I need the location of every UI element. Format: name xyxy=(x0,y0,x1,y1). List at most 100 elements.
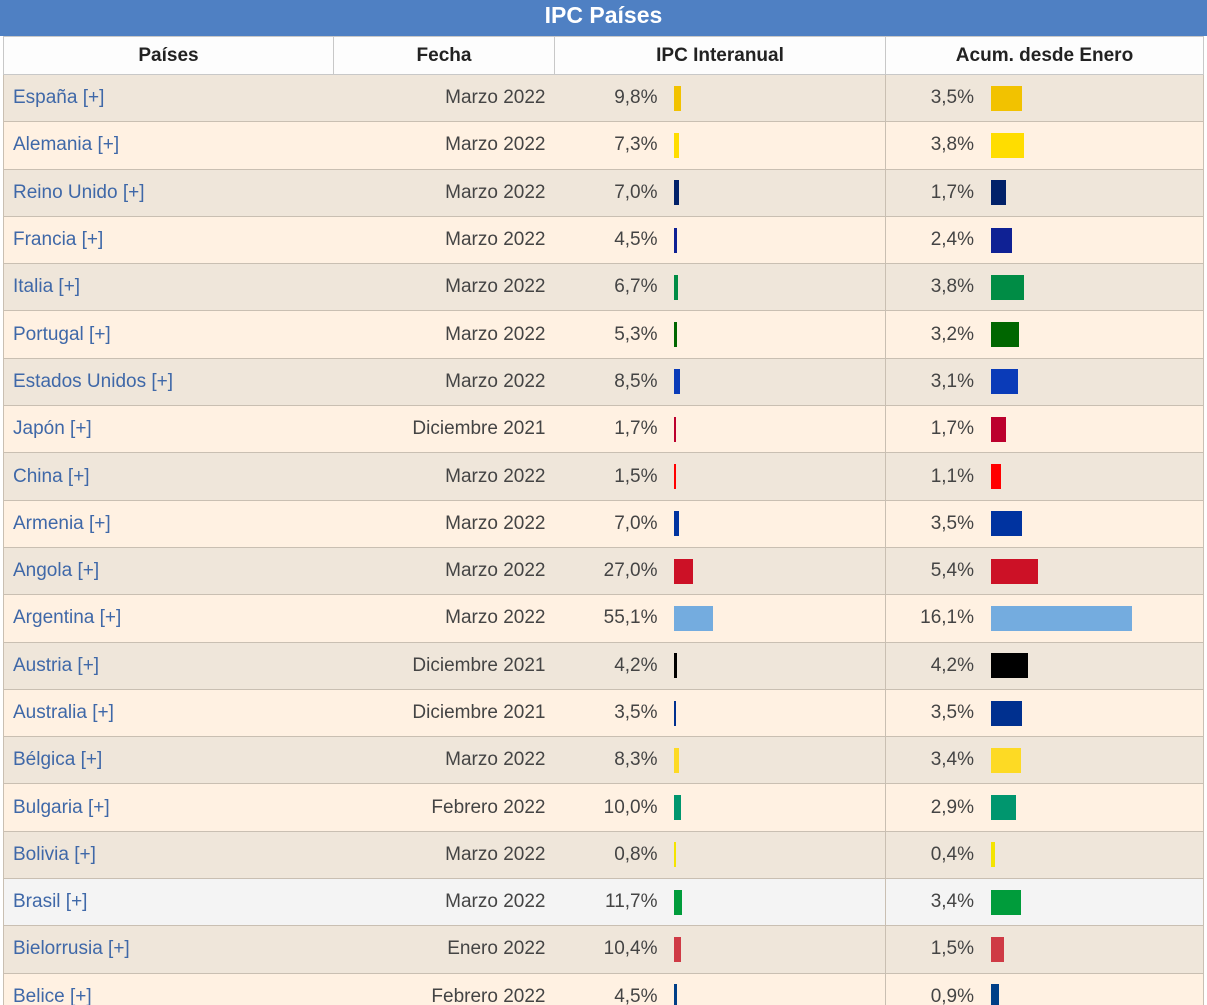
ipc-value: 0,8% xyxy=(614,843,658,865)
ipc-cell: 1,7% xyxy=(554,405,886,454)
acum-bar xyxy=(991,984,999,1005)
country-link[interactable]: Reino Unido [+] xyxy=(3,168,334,217)
ipc-value: 4,5% xyxy=(614,985,658,1005)
ipc-bar xyxy=(673,274,679,300)
acum-cell: 1,7% xyxy=(885,405,1204,454)
ipc-bar xyxy=(673,747,680,773)
country-link[interactable]: Bolivia [+] xyxy=(3,830,334,880)
acum-bar xyxy=(991,795,1017,821)
acum-bar xyxy=(991,936,1005,962)
header-row: Países Fecha IPC Interanual Acum. desde … xyxy=(3,36,1204,75)
table-row: Argentina [+] Marzo 2022 55,1% 16,1% xyxy=(3,594,1204,643)
country-link[interactable]: Bielorrusia [+] xyxy=(3,925,334,974)
acum-value: 5,4% xyxy=(930,560,974,582)
acum-value: 3,4% xyxy=(930,749,974,771)
country-link[interactable]: Argentina [+] xyxy=(3,594,334,643)
ipc-cell: 4,5% xyxy=(554,215,886,265)
ipc-cell: 7,0% xyxy=(554,168,886,217)
table-row: Francia [+] Marzo 2022 4,5% 2,4% xyxy=(3,215,1204,265)
table-row: Portugal [+] Marzo 2022 5,3% 3,2% xyxy=(3,310,1204,359)
country-link[interactable]: Bélgica [+] xyxy=(3,736,334,785)
acum-value: 2,4% xyxy=(930,229,974,251)
table-row: Estados Unidos [+] Marzo 2022 8,5% 3,1% xyxy=(3,357,1204,407)
acum-cell: 16,1% xyxy=(885,594,1204,643)
acum-cell: 2,4% xyxy=(885,215,1204,265)
ipc-value: 5,3% xyxy=(614,323,658,345)
ipc-cell: 6,7% xyxy=(554,263,886,312)
date-cell: Enero 2022 xyxy=(333,925,555,974)
ipc-cell: 9,8% xyxy=(554,73,886,123)
date-cell: Marzo 2022 xyxy=(333,546,555,596)
country-link[interactable]: Alemania [+] xyxy=(3,121,334,170)
country-link[interactable]: China [+] xyxy=(3,452,334,501)
ipc-cell: 8,3% xyxy=(554,736,886,785)
ipc-bar xyxy=(673,132,679,158)
header-country[interactable]: Países xyxy=(3,36,334,75)
country-link[interactable]: Estados Unidos [+] xyxy=(3,357,334,407)
acum-value: 3,8% xyxy=(930,276,974,298)
acum-bar xyxy=(991,227,1012,253)
country-link[interactable]: Japón [+] xyxy=(3,405,334,454)
ipc-bar xyxy=(673,889,682,915)
country-link[interactable]: Italia [+] xyxy=(3,263,334,312)
acum-bar xyxy=(991,653,1028,679)
acum-bar xyxy=(991,747,1021,773)
ipc-bar xyxy=(673,511,679,537)
acum-cell: 3,4% xyxy=(885,736,1204,785)
table-row: Italia [+] Marzo 2022 6,7% 3,8% xyxy=(3,263,1204,312)
acum-value: 0,4% xyxy=(930,843,974,865)
header-ipc[interactable]: IPC Interanual xyxy=(554,36,886,75)
table-row: Australia [+] Diciembre 2021 3,5% 3,5% xyxy=(3,688,1204,738)
ipc-table: Países Fecha IPC Interanual Acum. desde … xyxy=(3,36,1204,1005)
table-body: España [+] Marzo 2022 9,8% 3,5% Alemania [+]… xyxy=(3,73,1204,1005)
country-link[interactable]: Australia [+] xyxy=(3,688,334,738)
ipc-cell: 27,0% xyxy=(554,546,886,596)
ipc-cell: 7,0% xyxy=(554,499,886,548)
header-date[interactable]: Fecha xyxy=(333,36,555,75)
ipc-cell: 3,5% xyxy=(554,688,886,738)
ipc-value: 8,5% xyxy=(614,370,658,392)
ipc-cell: 10,0% xyxy=(554,783,886,832)
country-link[interactable]: Angola [+] xyxy=(3,546,334,596)
acum-value: 1,7% xyxy=(930,181,974,203)
ipc-bar xyxy=(673,464,676,490)
acum-bar xyxy=(991,605,1132,631)
table-row: Bolivia [+] Marzo 2022 0,8% 0,4% xyxy=(3,830,1204,880)
header-acum[interactable]: Acum. desde Enero xyxy=(885,36,1204,75)
ipc-bar xyxy=(673,369,680,395)
acum-cell: 3,5% xyxy=(885,688,1204,738)
date-cell: Marzo 2022 xyxy=(333,310,555,359)
acum-bar xyxy=(991,464,1001,490)
country-link[interactable]: Portugal [+] xyxy=(3,310,334,359)
acum-cell: 2,9% xyxy=(885,783,1204,832)
table-row: Bélgica [+] Marzo 2022 8,3% 3,4% xyxy=(3,736,1204,785)
acum-value: 3,8% xyxy=(930,134,974,156)
country-link[interactable]: Brasil [+] xyxy=(3,878,334,927)
country-link[interactable]: Belice [+] xyxy=(3,972,334,1005)
ipc-cell: 11,7% xyxy=(554,878,886,927)
ipc-bar xyxy=(673,653,677,679)
acum-cell: 1,1% xyxy=(885,452,1204,501)
acum-value: 16,1% xyxy=(920,607,974,629)
country-link[interactable]: Armenia [+] xyxy=(3,499,334,548)
ipc-value: 4,5% xyxy=(614,229,658,251)
date-cell: Marzo 2022 xyxy=(333,499,555,548)
ipc-cell: 4,2% xyxy=(554,641,886,690)
ipc-value: 1,7% xyxy=(614,418,658,440)
ipc-value: 8,3% xyxy=(614,749,658,771)
country-link[interactable]: Austria [+] xyxy=(3,641,334,690)
acum-cell: 0,4% xyxy=(885,830,1204,880)
country-link[interactable]: España [+] xyxy=(3,73,334,123)
acum-cell: 4,2% xyxy=(885,641,1204,690)
country-link[interactable]: Francia [+] xyxy=(3,215,334,265)
ipc-value: 7,0% xyxy=(614,512,658,534)
acum-cell: 3,1% xyxy=(885,357,1204,407)
country-link[interactable]: Bulgaria [+] xyxy=(3,783,334,832)
date-cell: Marzo 2022 xyxy=(333,168,555,217)
acum-value: 0,9% xyxy=(930,985,974,1005)
ipc-bar xyxy=(673,842,676,868)
acum-value: 2,9% xyxy=(930,796,974,818)
acum-cell: 3,4% xyxy=(885,878,1204,927)
acum-value: 3,5% xyxy=(930,87,974,109)
ipc-value: 7,0% xyxy=(614,181,658,203)
